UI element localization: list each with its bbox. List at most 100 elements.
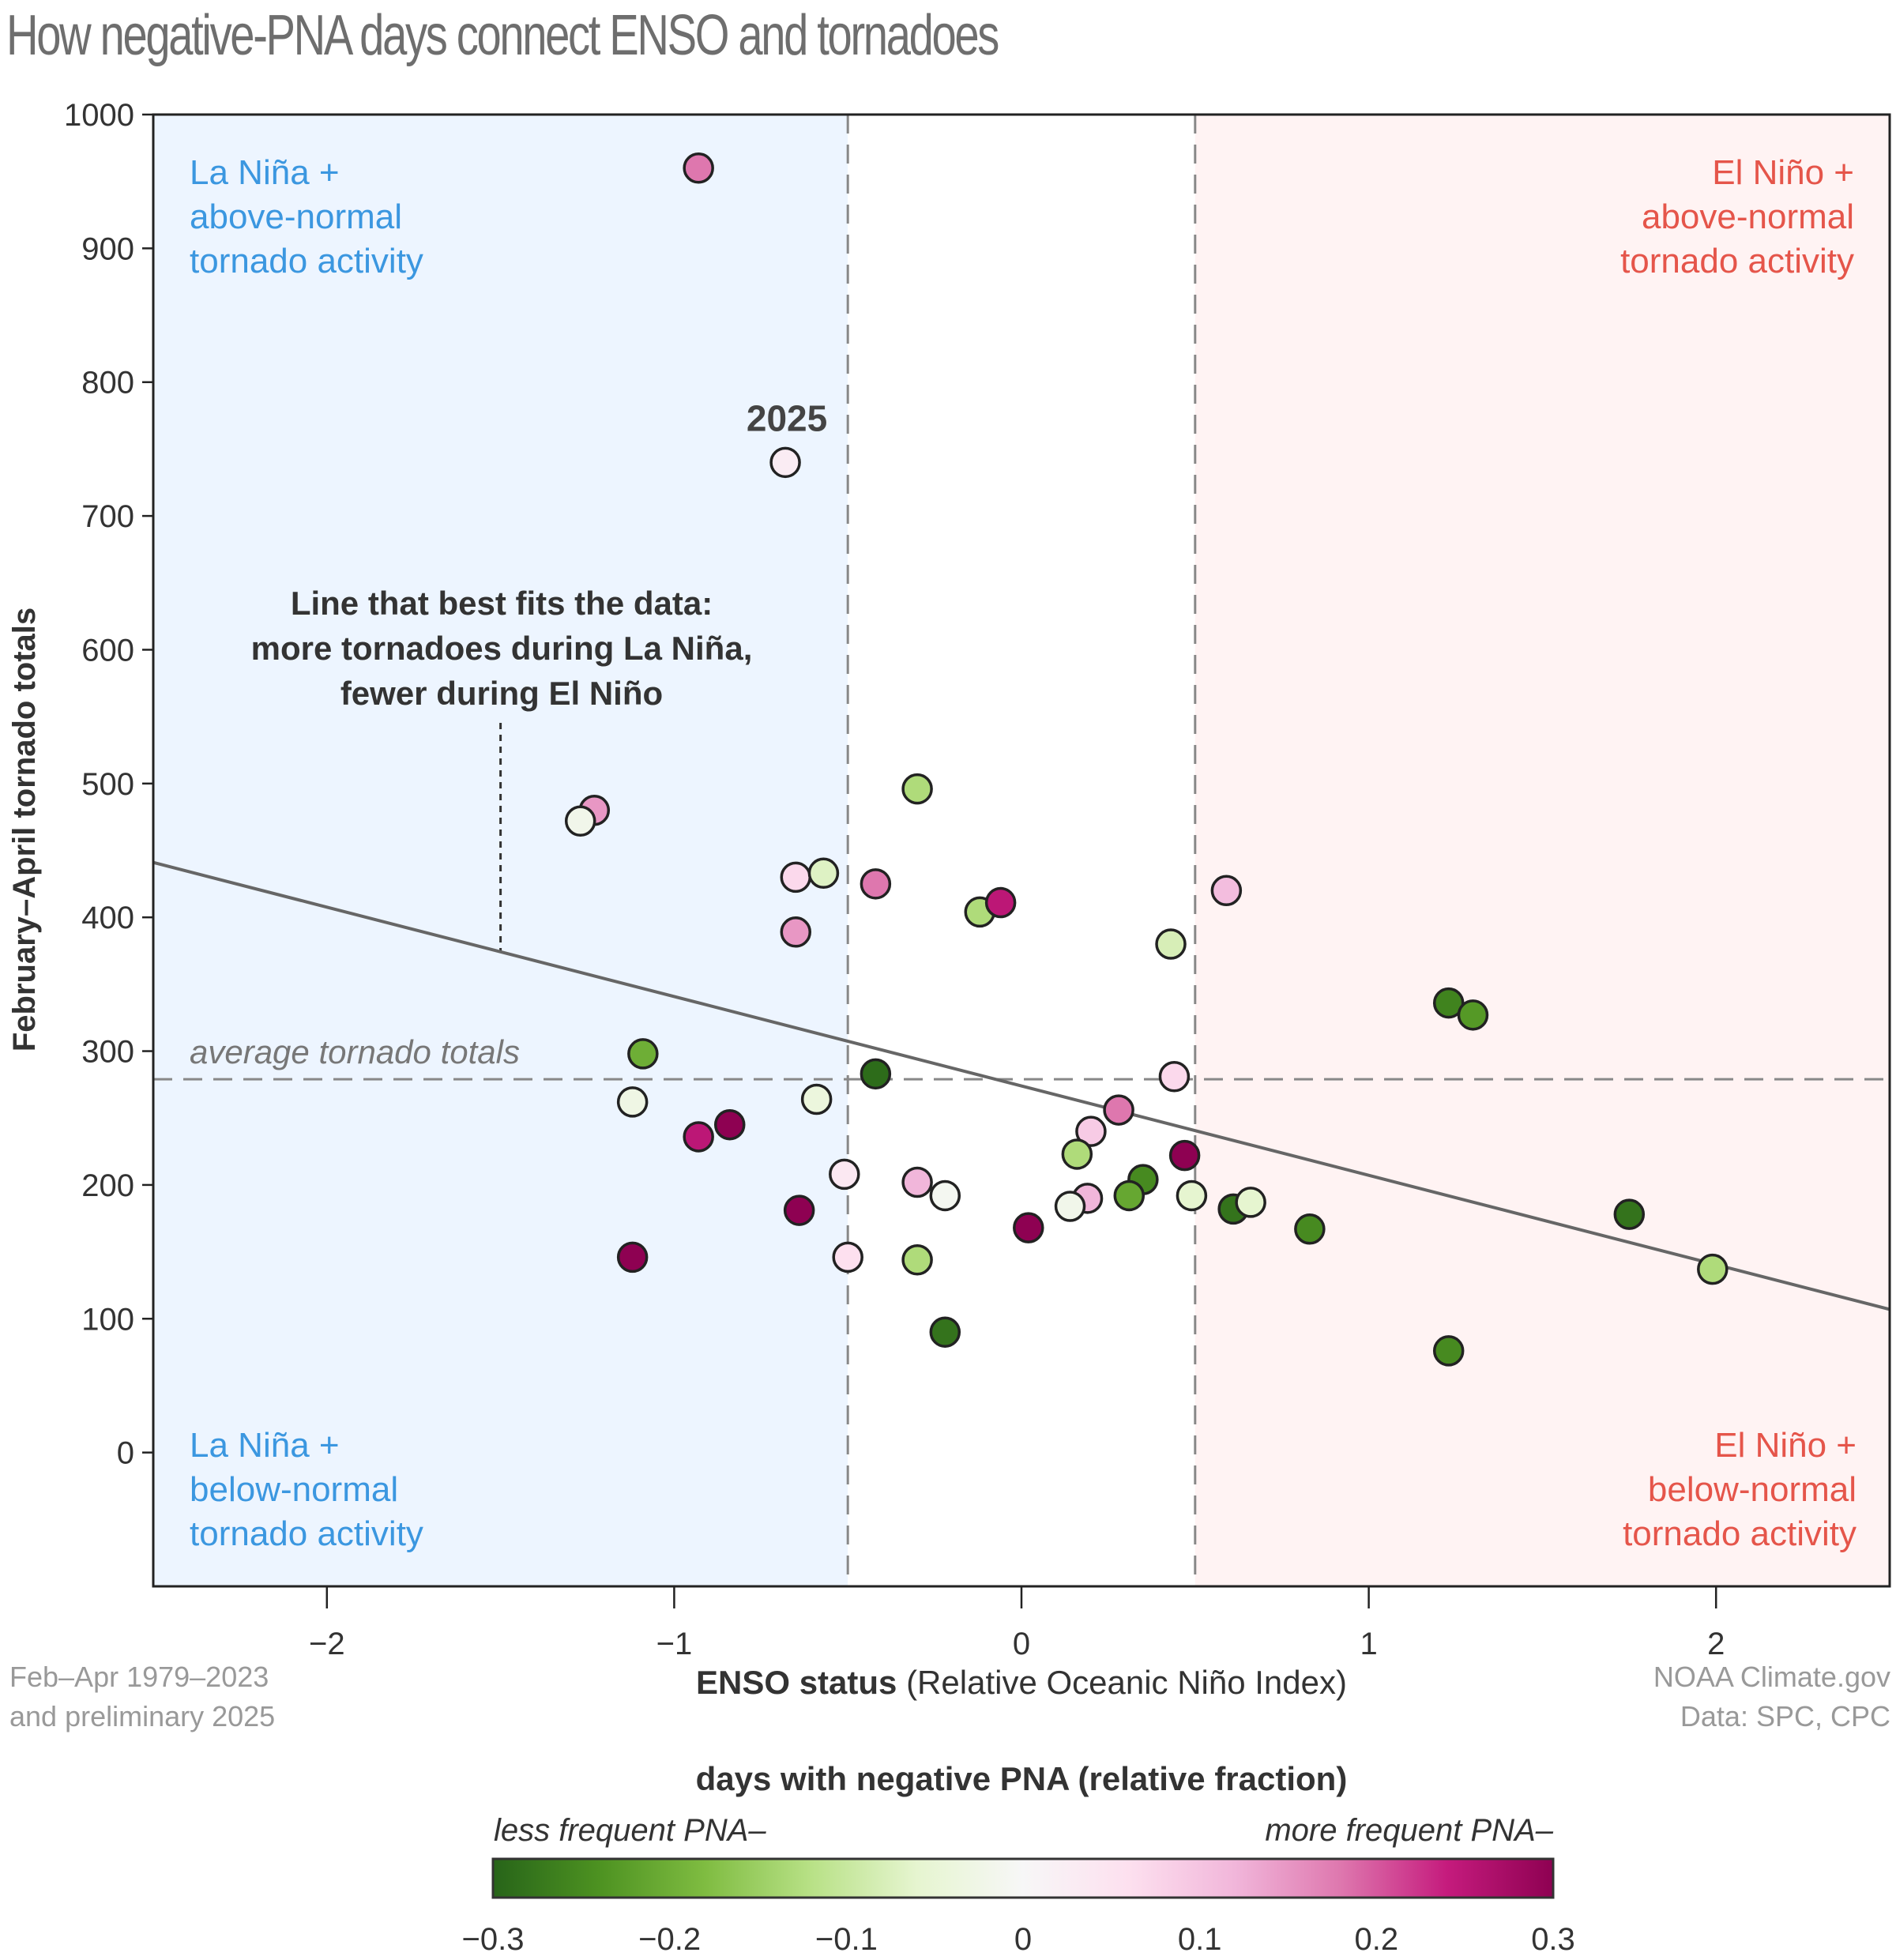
data-point (1457, 999, 1489, 1031)
colorbar-left-label: less frequent PNA– (494, 1813, 766, 1848)
data-point (1061, 1138, 1093, 1170)
data-point (807, 857, 840, 890)
x-axis-label-bold: ENSO status (696, 1664, 897, 1701)
quadrant-label-top-right: El Niño + above-normal tornado activity (1620, 153, 1854, 280)
data-point (1176, 1179, 1208, 1212)
footer-right-line: Data: SPC, CPC (1680, 1700, 1890, 1732)
data-point (901, 1244, 933, 1276)
data-point (1113, 1179, 1146, 1212)
neutral-region (848, 115, 1195, 1586)
colorbar-gradient (491, 1857, 1555, 1899)
quadrant-label-line: El Niño + (1712, 153, 1854, 192)
data-point (901, 773, 933, 805)
data-point (1432, 1335, 1465, 1367)
quadrant-label-bottom-left: La Niña + below-normal tornado activity (190, 1426, 423, 1553)
data-point (616, 1241, 649, 1273)
quadrant-label-top-left: La Niña + above-normal tornado activity (190, 153, 423, 280)
x-tick-label: 1 (1360, 1627, 1377, 1661)
fit-annotation-line: Line that best fits the data: (291, 585, 713, 622)
data-point (901, 1166, 933, 1198)
x-tick-label: 0 (1013, 1627, 1030, 1661)
data-point-2025 (769, 446, 801, 479)
data-point (1210, 875, 1243, 907)
data-points: 2025 (564, 152, 1729, 1367)
colorbar-tick-label: 0.1 (1178, 1922, 1222, 1957)
y-tick-label: 600 (81, 633, 134, 668)
data-point (780, 861, 812, 893)
y-tick-label: 900 (81, 231, 134, 266)
quadrant-label-line: below-normal (1648, 1470, 1856, 1509)
quadrant-label-line: above-normal (190, 198, 402, 236)
data-point (616, 1086, 649, 1118)
fit-line (152, 860, 1890, 1311)
data-point (683, 152, 714, 184)
data-point (564, 805, 596, 837)
colorbar-tick-label: 0 (1014, 1922, 1032, 1957)
axes: 0 100 200 300 400 500 600 700 800 900 1000 −2 −1 0 1 2 F… (7, 98, 1891, 1701)
fit-annotation-line: fewer during El Niño (340, 675, 663, 712)
highlight-label: 2025 (747, 397, 827, 438)
data-point (1054, 1191, 1086, 1222)
quadrant-label-line: above-normal (1642, 198, 1854, 236)
y-axis-label: February–April tornado totals (7, 608, 42, 1051)
data-point (929, 1316, 961, 1348)
data-point (829, 1158, 860, 1191)
quadrant-label-line: tornado activity (1623, 1514, 1856, 1553)
average-label: average tornado totals (190, 1033, 520, 1070)
fit-line-group (152, 860, 1890, 1311)
el-nino-region (1194, 115, 1890, 1586)
quadrant-labels: La Niña + above-normal tornado activityLa … (190, 153, 1856, 1553)
data-point (1103, 1094, 1134, 1126)
data-point (1294, 1213, 1326, 1245)
data-point (1168, 1139, 1201, 1172)
enso-regions (153, 115, 1890, 1586)
colorbar-tick-label: −0.2 (638, 1922, 701, 1957)
y-tick-label: 200 (81, 1168, 134, 1203)
data-point (800, 1083, 833, 1115)
y-tick-label: 800 (81, 366, 134, 401)
colorbar-tick-label: 0.3 (1531, 1922, 1575, 1957)
data-point (984, 886, 1017, 919)
la-nina-region (153, 115, 848, 1586)
quadrant-label-line: El Niño + (1714, 1426, 1856, 1465)
footer: Feb–Apr 1979–2023 and preliminary 2025 NOA… (9, 1661, 1890, 1732)
y-tick-label: 300 (81, 1035, 134, 1070)
data-point (929, 1179, 961, 1212)
data-point (780, 916, 812, 948)
y-tick-label: 700 (81, 499, 134, 534)
colorbar: days with negative PNA (relative fractio… (462, 1760, 1575, 1957)
fit-annotation: Line that best fits the data: more tornad… (251, 585, 753, 952)
quadrant-label-line: tornado activity (190, 242, 423, 280)
y-tick-label: 0 (117, 1436, 134, 1471)
quadrant-label-line: La Niña + (190, 1426, 340, 1465)
x-tick-label: −2 (309, 1627, 345, 1661)
data-point (1235, 1187, 1266, 1218)
x-tick-label: 2 (1707, 1627, 1725, 1661)
fit-annotation-line: more tornadoes during La Niña, (251, 630, 753, 667)
quadrant-label-line: tornado activity (190, 1514, 423, 1553)
chart-title: How negative-PNA days connect ENSO and t… (6, 4, 999, 67)
data-point (783, 1194, 815, 1226)
footer-left-line: Feb–Apr 1979–2023 (9, 1661, 269, 1693)
x-axis-label: ENSO status (Relative Oceanic Niño Index… (696, 1664, 1347, 1701)
data-point (1613, 1198, 1646, 1230)
y-tick-label: 400 (81, 901, 134, 935)
x-tick-label: −1 (656, 1627, 693, 1661)
quadrant-label-line: tornado activity (1620, 242, 1854, 280)
quadrant-label-line: La Niña + (190, 153, 340, 192)
data-point (1432, 987, 1465, 1019)
data-point (683, 1121, 714, 1153)
colorbar-tick-label: 0.2 (1355, 1922, 1399, 1957)
data-point (627, 1038, 659, 1070)
x-axis-label-rest: (Relative Oceanic Niño Index) (897, 1664, 1347, 1701)
footer-left-line: and preliminary 2025 (9, 1700, 275, 1732)
quadrant-label-line: below-normal (190, 1470, 398, 1509)
data-point (713, 1108, 746, 1141)
data-point (1155, 928, 1187, 960)
quadrant-label-bottom-right: El Niño + below-normal tornado activity (1623, 1426, 1856, 1553)
data-point (1697, 1253, 1729, 1285)
colorbar-title: days with negative PNA (relative fractio… (696, 1760, 1348, 1797)
data-point (832, 1241, 863, 1273)
y-tick-label: 100 (81, 1302, 134, 1337)
